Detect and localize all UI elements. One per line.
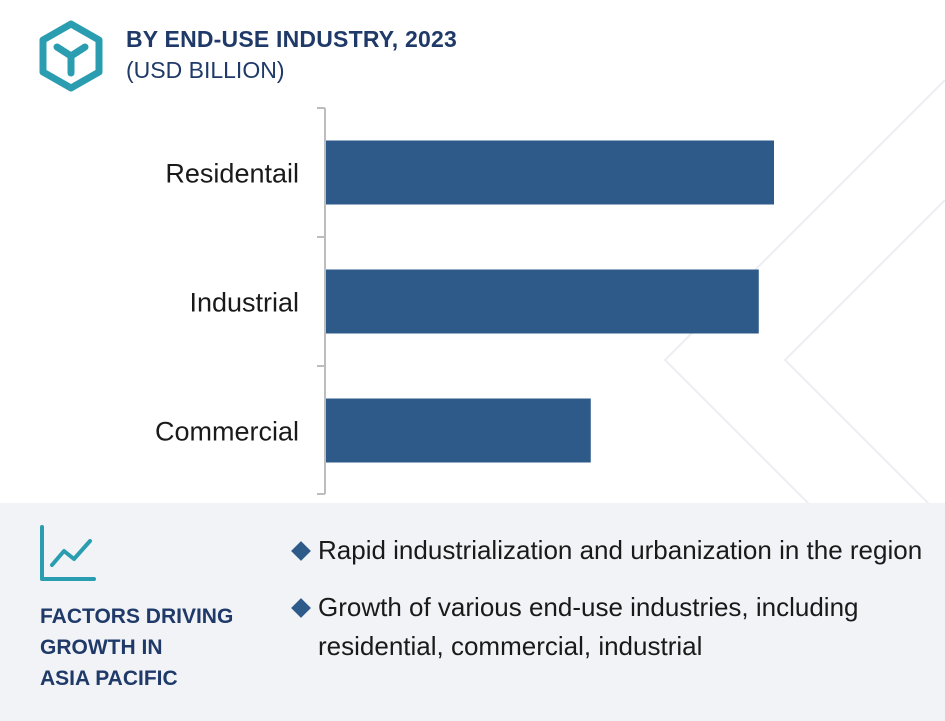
diamond-bullet-icon (291, 598, 311, 618)
chart-subtitle: (USD BILLION) (126, 57, 285, 83)
category-label: Commercial (155, 417, 299, 447)
chart-title: BY END-USE INDUSTRY, 2023 (126, 26, 457, 52)
growth-factors-panel: FACTORS DRIVING GROWTH IN ASIA PACIFIC R… (0, 503, 945, 721)
y-axis (317, 107, 326, 495)
bar-commercial (326, 398, 591, 463)
factors-line: ASIA PACIFIC (40, 667, 178, 690)
factor-bullet: Rapid industrialization and urbanization… (290, 531, 930, 570)
factors-line: GROWTH IN (40, 636, 163, 659)
factor-bullet-text: Rapid industrialization and urbanization… (318, 535, 923, 565)
bar-industrial (326, 269, 759, 334)
factors-heading: FACTORS DRIVING GROWTH IN ASIA PACIFIC (40, 601, 270, 694)
line-chart-growth-icon (40, 525, 96, 581)
factors-line: FACTORS DRIVING (40, 605, 234, 628)
factor-bullets: Rapid industrialization and urbanization… (290, 531, 930, 684)
category-labels: Residentail Industrial Commercial (155, 159, 299, 447)
category-label: Residentail (165, 159, 299, 189)
factor-bullet: Growth of various end-use industries, in… (290, 588, 930, 666)
factor-bullet-text: Growth of various end-use industries, in… (318, 592, 859, 661)
brand-logo-icon (39, 20, 103, 92)
bar-chart: Residentail Industrial Commercial (155, 107, 774, 495)
bar-residentail (326, 140, 774, 205)
bars (326, 140, 774, 463)
category-label: Industrial (189, 288, 299, 318)
diamond-bullet-icon (291, 541, 311, 561)
